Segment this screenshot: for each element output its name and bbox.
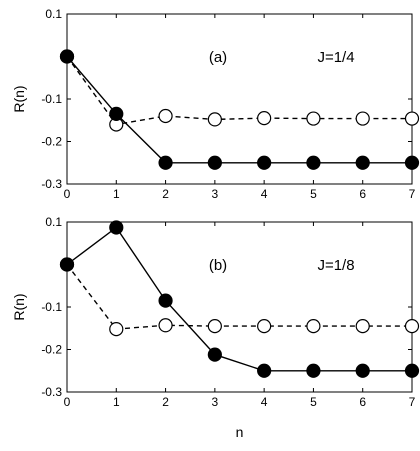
open-point — [404, 111, 420, 126]
x-tick-label: 6 — [359, 187, 366, 201]
open-point — [109, 322, 124, 337]
x-tick-label: 2 — [162, 187, 169, 201]
filled-point — [109, 220, 124, 235]
x-tick-label: 1 — [113, 187, 120, 201]
x-tick-label: 6 — [359, 395, 366, 409]
filled-point — [257, 155, 272, 170]
open-point — [158, 108, 173, 124]
open-point — [207, 319, 222, 334]
x-axis-label: n — [236, 424, 244, 440]
y-tick-label: -0.2 — [41, 135, 62, 149]
filled-point — [355, 363, 370, 378]
y-tick-label: -0.1 — [41, 92, 62, 106]
series-dashed-line — [66, 56, 412, 126]
panel-label: (b) — [209, 257, 227, 274]
filled-point — [306, 363, 321, 378]
filled-point — [257, 363, 272, 378]
y-tick-label: -0.1 — [41, 300, 62, 314]
y-tick-label: -0.3 — [41, 385, 62, 399]
series-solid-line — [66, 56, 412, 164]
filled-point — [59, 257, 75, 272]
open-point — [207, 112, 222, 127]
x-tick-label: 4 — [261, 187, 268, 201]
x-tick-label: 7 — [409, 395, 416, 409]
x-tick-label: 7 — [409, 187, 416, 201]
x-tick-label: 4 — [261, 395, 268, 409]
open-point — [306, 319, 321, 334]
panel-2: 0 1 2 3 4 5 6 7 0.1 -0.1 -0.2 -0.3 R(n) n (b) J=1/8 — [11, 215, 420, 440]
y-axis-label: R(n) — [11, 293, 27, 320]
filled-point — [59, 49, 75, 64]
filled-point — [404, 155, 420, 170]
panel-annotation: J=1/4 — [317, 49, 354, 66]
x-tick-label: 0 — [64, 187, 71, 201]
open-point — [257, 319, 272, 334]
series-solid-line — [66, 226, 412, 372]
y-tick-label: 0.1 — [45, 215, 62, 229]
series-dashed-line — [66, 264, 412, 330]
panel-1: 0 1 2 3 4 5 6 7 0.1 -0.1 -0.2 -0.3 R(n) (a) J=1/4 — [11, 7, 420, 201]
y-tick-label: -0.2 — [41, 343, 62, 357]
filled-point — [207, 347, 222, 362]
open-point — [355, 111, 370, 126]
x-tick-label: 1 — [113, 395, 120, 409]
x-tick-label: 5 — [310, 395, 317, 409]
y-tick-label: 0.1 — [45, 7, 62, 21]
open-point — [355, 319, 370, 334]
open-point — [404, 319, 420, 334]
filled-point — [158, 155, 173, 170]
open-point — [306, 111, 321, 126]
x-tick-label: 0 — [64, 395, 71, 409]
filled-point — [306, 155, 321, 170]
y-tick-label: -0.3 — [41, 177, 62, 191]
filled-point — [355, 155, 370, 170]
x-tick-label: 3 — [212, 187, 219, 201]
filled-point — [109, 106, 124, 121]
x-tick-label: 5 — [310, 187, 317, 201]
panel-annotation: J=1/8 — [317, 257, 354, 274]
open-point — [158, 318, 173, 333]
x-tick-label: 2 — [162, 395, 169, 409]
filled-point — [158, 293, 173, 308]
y-axis-label: R(n) — [11, 85, 27, 112]
filled-point — [207, 155, 222, 170]
x-tick-label: 3 — [212, 395, 219, 409]
panel-label: (a) — [209, 49, 227, 66]
open-point — [257, 111, 272, 126]
filled-point — [404, 363, 420, 378]
